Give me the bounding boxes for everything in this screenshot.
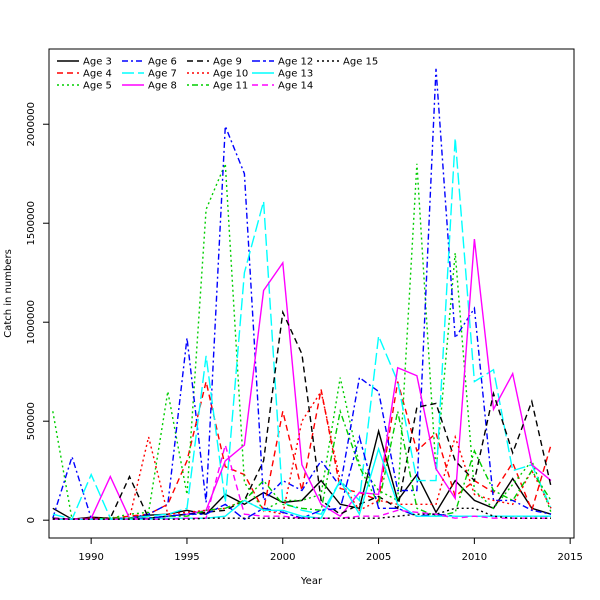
series-line-age-11 [52,408,552,520]
legend-label: Age 4 [83,69,112,80]
plot-frame [48,48,575,539]
legend-item: Age 5 [57,81,112,92]
x-tick-label: 2000 [270,552,295,563]
legend-label: Age 8 [148,81,177,92]
x-tick-label: 1990 [78,552,103,563]
legend-item: Age 13 [252,69,313,80]
legend-label: Age 14 [278,81,313,92]
x-tick-label: 2010 [462,552,487,563]
legend-item: Age 9 [187,57,242,68]
legend-item: Age 11 [187,81,248,92]
legend-label: Age 5 [83,81,112,92]
series-layer [52,68,552,521]
legend-label: Age 7 [148,69,177,80]
y-tick-label: 500000 [26,402,37,440]
legend-item: Age 6 [122,57,177,68]
y-tick-label: 0 [26,517,37,523]
x-tick-label: 2005 [366,552,391,563]
legend-label: Age 10 [213,69,248,80]
y-axis-label: Catch in numbers [3,249,14,338]
legend-label: Age 3 [83,57,112,68]
legend-label: Age 13 [278,69,313,80]
series-line-age-8 [52,239,552,520]
series-line-age-4 [52,381,552,520]
x-tick-label: 1995 [174,552,199,563]
y-tick-label: 1500000 [26,201,37,246]
x-axis: 1990 1995 2000 2005 2010 2015 [78,538,583,563]
legend-item: Age 8 [122,81,177,92]
legend-item: Age 7 [122,69,177,80]
y-axis: 0 500000 1000000 1500000 2000000 [26,102,49,523]
y-tick-label: 2000000 [26,102,37,147]
legend-item: Age 10 [187,69,248,80]
legend-item: Age 15 [317,57,378,68]
legend-label: Age 6 [148,57,177,68]
legend-item: Age 14 [252,81,313,92]
legend-label: Age 12 [278,57,313,68]
legend-item: Age 3 [57,57,112,68]
legend-label: Age 11 [213,81,248,92]
series-line-age-7 [52,138,552,521]
series-line-age-3 [52,428,552,520]
legend-label: Age 9 [213,57,242,68]
legend-item: Age 12 [252,57,313,68]
series-line-age-9 [52,309,552,520]
series-line-age-14 [52,442,551,520]
legend-item: Age 4 [57,69,112,80]
series-line-age-5 [52,163,552,520]
series-line-age-10 [52,389,552,520]
series-line-age-6 [52,68,552,519]
y-tick-label: 1000000 [26,300,37,345]
legend-label: Age 15 [343,57,378,68]
series-line-age-15 [52,507,551,520]
x-axis-label: Year [300,576,323,587]
series-line-age-12 [52,434,551,521]
x-tick-label: 2015 [557,552,582,563]
